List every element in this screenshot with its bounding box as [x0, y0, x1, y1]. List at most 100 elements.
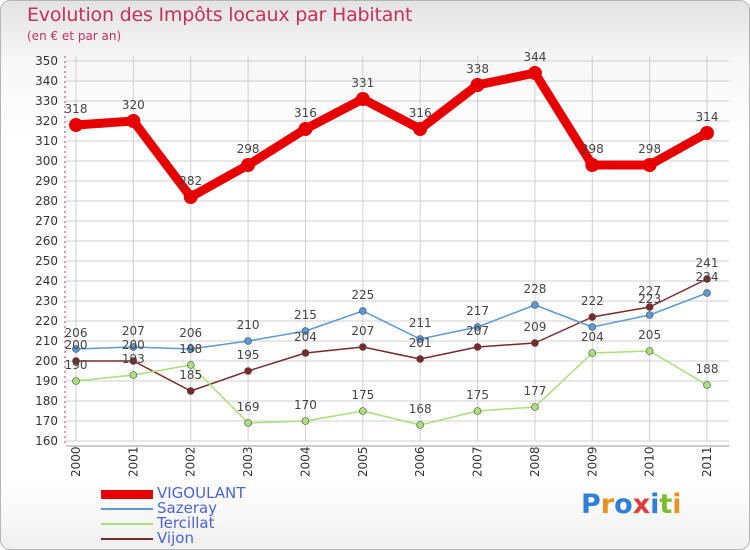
data-label: 204 — [294, 330, 317, 344]
data-label: 210 — [237, 318, 260, 332]
data-label: 320 — [122, 98, 145, 112]
data-point — [700, 126, 714, 140]
data-label: 318 — [65, 102, 88, 116]
data-point — [359, 343, 367, 351]
logo-letter: i — [672, 489, 682, 520]
x-tick-label: 2003 — [241, 446, 255, 477]
data-point — [244, 419, 252, 427]
data-label: 205 — [638, 328, 661, 342]
data-point — [416, 335, 424, 343]
y-tick-label: 350 — [35, 54, 58, 68]
data-point — [703, 289, 711, 297]
data-label: 298 — [638, 142, 661, 156]
chart-title: Evolution des Impôts locaux par Habitant — [27, 4, 413, 26]
data-point — [359, 407, 367, 415]
x-tick-label: 2009 — [585, 446, 599, 477]
x-tick-label: 2008 — [528, 446, 542, 477]
data-label: 204 — [581, 330, 604, 344]
data-label: 209 — [523, 320, 546, 334]
data-point — [298, 122, 313, 136]
data-label: 190 — [65, 358, 88, 372]
data-label: 177 — [523, 384, 546, 398]
legend-swatch — [101, 523, 153, 525]
y-tick-label: 240 — [35, 274, 58, 288]
data-point — [531, 301, 539, 309]
data-label: 206 — [179, 326, 202, 340]
data-label: 200 — [122, 338, 145, 352]
data-point — [301, 327, 310, 335]
data-label: 215 — [294, 308, 317, 322]
data-label: 222 — [581, 294, 604, 308]
x-tick-label: 2001 — [126, 446, 140, 477]
data-point — [301, 349, 310, 357]
data-label: 198 — [179, 342, 202, 356]
y-tick-label: 250 — [35, 254, 58, 268]
data-label: 338 — [466, 62, 489, 76]
data-label: 207 — [122, 324, 145, 338]
data-point — [416, 421, 424, 429]
data-label: 344 — [523, 50, 546, 64]
data-point — [416, 355, 424, 363]
x-tick-label: 2002 — [184, 446, 198, 477]
data-point — [473, 343, 482, 351]
x-tick-label: 2000 — [69, 446, 83, 477]
data-point — [126, 114, 141, 128]
data-point — [645, 347, 654, 355]
data-point — [244, 367, 252, 375]
data-label: 175 — [466, 388, 489, 402]
y-tick-label: 340 — [35, 74, 58, 88]
x-tick-label: 2010 — [643, 446, 657, 477]
legend-swatch — [101, 538, 153, 540]
series-line-sazeray — [75, 292, 708, 350]
data-point — [645, 303, 654, 311]
legend-swatch — [101, 508, 153, 510]
data-point — [186, 345, 195, 353]
chart-subtitle: (en € et par an) — [27, 29, 122, 43]
data-label: 175 — [351, 388, 374, 402]
x-tick-label: 2006 — [413, 446, 427, 477]
data-label: 316 — [409, 106, 432, 120]
data-label: 225 — [351, 288, 374, 302]
legend-label: VIGOULANT — [157, 484, 246, 502]
x-tick-label: 2005 — [356, 446, 370, 477]
data-point — [186, 387, 195, 395]
y-tick-label: 230 — [35, 294, 58, 308]
data-label: 168 — [409, 402, 432, 416]
data-label: 193 — [122, 352, 145, 366]
data-point — [588, 313, 597, 321]
y-tick-label: 170 — [35, 414, 58, 428]
data-label: 217 — [466, 304, 489, 318]
y-tick-label: 330 — [35, 94, 58, 108]
data-point — [129, 357, 138, 365]
data-label: 227 — [638, 284, 661, 298]
data-point — [72, 357, 80, 365]
legend-label: Tercillat — [157, 514, 215, 532]
data-label: 298 — [581, 142, 604, 156]
y-tick-label: 210 — [35, 334, 58, 348]
data-point — [69, 118, 83, 132]
x-tick-label: 2004 — [298, 446, 312, 477]
y-tick-label: 260 — [35, 234, 58, 248]
data-point — [473, 323, 482, 331]
legend-label: Sazeray — [157, 499, 218, 517]
series-line-vijon — [75, 278, 708, 392]
y-tick-label: 280 — [35, 194, 58, 208]
proxiti-logo: Proxiti — [581, 489, 682, 520]
data-label: 282 — [179, 174, 202, 188]
data-point — [531, 339, 539, 347]
data-label: 200 — [65, 338, 88, 352]
data-label: 331 — [351, 76, 374, 90]
data-point — [470, 78, 485, 92]
data-point — [588, 323, 597, 331]
logo-letter: i — [650, 489, 660, 520]
data-label: 188 — [696, 362, 719, 376]
data-label: 207 — [351, 324, 374, 338]
data-point — [473, 407, 482, 415]
legend-swatch — [101, 489, 153, 499]
logo-letter: t — [659, 489, 673, 520]
logo-letter: r — [600, 489, 615, 520]
data-label: 185 — [179, 368, 202, 382]
logo-letter: o — [614, 489, 633, 520]
data-label: 234 — [696, 270, 719, 284]
